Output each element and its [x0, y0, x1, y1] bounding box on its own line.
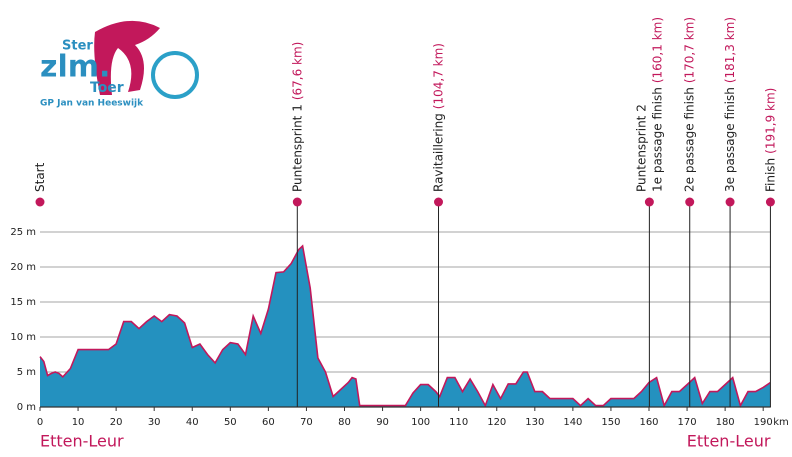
y-tick-label: 0 m — [17, 402, 36, 413]
marker-name: Finish — [763, 158, 777, 192]
x-tick-label: 60 — [262, 417, 275, 428]
x-tick-label: 40 — [186, 417, 199, 428]
x-unit: km — [773, 417, 789, 428]
x-tick-label: 190 — [754, 417, 773, 428]
marker-distance: (191,9 km) — [763, 88, 777, 154]
logo-top: Ster — [62, 39, 93, 54]
marker-dot — [644, 197, 654, 207]
x-tick-label: 80 — [338, 417, 351, 428]
x-tick-label: 70 — [300, 417, 313, 428]
x-tick-label: 160 — [639, 417, 658, 428]
x-tick-label: 100 — [411, 417, 430, 428]
logo-tagline: GP Jan van Heeswijk — [40, 99, 144, 109]
marker-distance: (170,7 km) — [682, 17, 696, 83]
place-name: Etten-Leur — [687, 432, 771, 451]
marker-name: Start — [33, 162, 47, 192]
x-tick-label: 140 — [563, 417, 582, 428]
logo-sub: Toer — [90, 80, 124, 96]
x-tick-label: 30 — [148, 417, 161, 428]
marker-distance: (160,1 km) — [650, 17, 664, 83]
y-tick-label: 25 m — [10, 227, 36, 238]
marker-label: 1e passage finish (160,1 km) — [650, 17, 664, 192]
marker-distance: (104,7 km) — [431, 43, 445, 109]
x-tick-label: 10 — [72, 417, 85, 428]
marker-name: Puntensprint 2 — [634, 104, 648, 192]
x-tick-label: 170 — [678, 417, 697, 428]
logo-rider — [94, 20, 160, 96]
marker-dot — [434, 197, 444, 207]
marker-name: 3e passage finish — [723, 87, 737, 192]
x-tick-label: 90 — [376, 417, 389, 428]
y-tick-label: 10 m — [10, 332, 36, 343]
profile-line — [39, 244, 771, 408]
x-tick-label: 110 — [449, 417, 468, 428]
x-tick-label: 20 — [110, 417, 123, 428]
x-tick-label: 130 — [525, 417, 544, 428]
y-tick-label: 15 m — [10, 297, 36, 308]
marker-label: Finish (191,9 km) — [763, 88, 777, 192]
marker-name: Ravitaillering — [431, 113, 445, 192]
y-tick-label: 5 m — [17, 367, 36, 378]
x-tick-label: 0 — [37, 417, 43, 428]
area — [40, 246, 771, 407]
marker-name: Puntensprint 1 — [290, 104, 304, 192]
marker-dot — [685, 197, 695, 207]
marker-label: 3e passage finish (181,3 km) — [723, 17, 737, 192]
marker-label: Start — [33, 162, 47, 192]
marker-dot — [765, 197, 775, 207]
marker-name: 2e passage finish — [682, 87, 696, 192]
y-tick-label: 20 m — [10, 262, 36, 273]
marker-label: 2e passage finish (170,7 km) — [682, 17, 696, 192]
marker-label: Puntensprint 1 (67,6 km) — [290, 42, 304, 192]
place-name: Etten-Leur — [40, 432, 124, 451]
marker-label: Puntensprint 2 — [634, 104, 648, 192]
logo-wheel — [151, 51, 199, 99]
logo: Ster zlm. Toer GP Jan van Heeswijk — [40, 20, 199, 109]
marker-distance: (67,6 km) — [290, 42, 304, 101]
marker-dot — [292, 197, 302, 207]
marker-distance: (181,3 km) — [723, 17, 737, 83]
marker-dot — [725, 197, 735, 207]
logo-main: zlm. — [40, 50, 110, 85]
x-tick-label: 50 — [224, 417, 237, 428]
marker-dot — [35, 197, 45, 207]
marker-label: Ravitaillering (104,7 km) — [431, 43, 445, 192]
x-tick-label: 180 — [716, 417, 735, 428]
marker-name: 1e passage finish — [650, 87, 664, 192]
x-tick-label: 120 — [487, 417, 506, 428]
x-tick-label: 150 — [601, 417, 620, 428]
